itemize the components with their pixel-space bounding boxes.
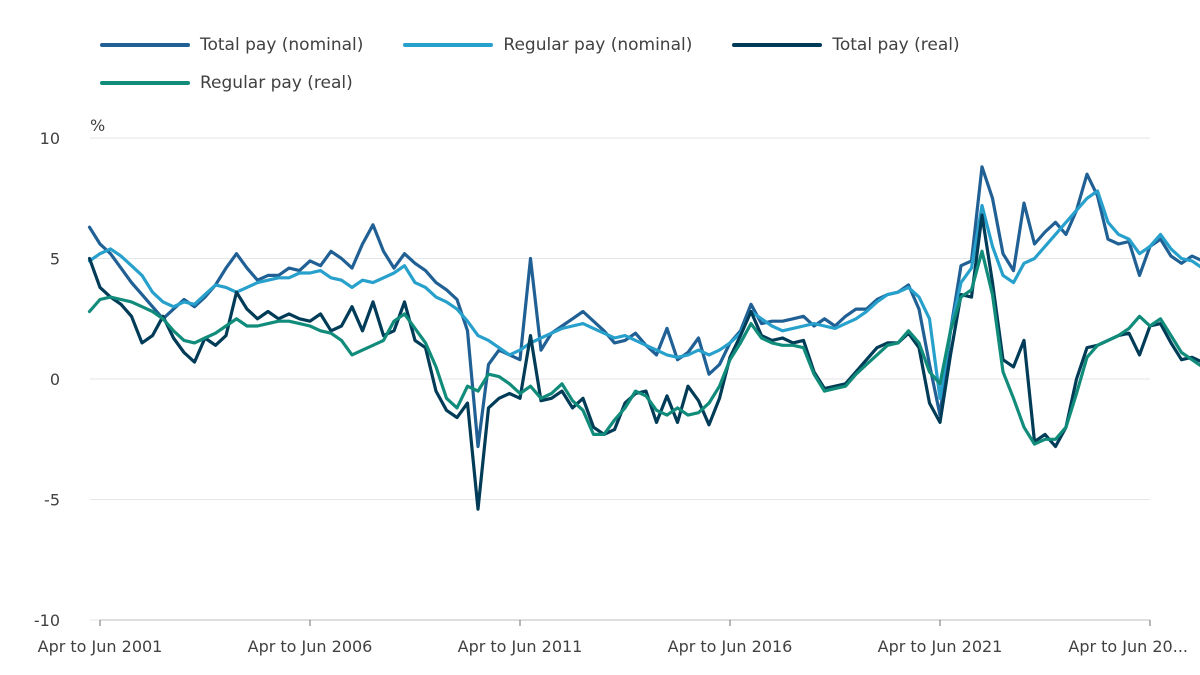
y-axis-labels: 10 5 0 -5 -10 bbox=[34, 129, 60, 630]
legend-row-1: Total pay (nominal) Regular pay (nominal… bbox=[100, 26, 1100, 64]
legend-swatch bbox=[100, 43, 190, 47]
x-tick-label: Apr to Jun 2006 bbox=[248, 637, 373, 656]
x-tick-label: Apr to Jun 2021 bbox=[878, 637, 1003, 656]
legend-row-2: Regular pay (real) bbox=[100, 64, 1100, 102]
x-tick-label: Apr to Jun 2011 bbox=[458, 637, 583, 656]
gridlines bbox=[90, 137, 1150, 621]
legend-swatch bbox=[100, 81, 190, 85]
legend-item-regular-pay-nominal[interactable]: Regular pay (nominal) bbox=[403, 35, 692, 55]
legend-swatch bbox=[403, 43, 494, 47]
x-tick-label: Apr to Jun 2001 bbox=[38, 637, 163, 656]
series-line-regular-pay-real bbox=[87, 249, 1200, 446]
series-line-total-pay-real bbox=[87, 213, 1200, 511]
legend-item-total-pay-nominal[interactable]: Total pay (nominal) bbox=[100, 35, 363, 55]
y-tick-label: 0 bbox=[50, 370, 60, 389]
y-tick-label: 10 bbox=[40, 129, 60, 148]
legend-label: Total pay (nominal) bbox=[200, 35, 364, 55]
x-tick-label: Apr to Jun 20... bbox=[1068, 637, 1188, 656]
series-lines bbox=[87, 165, 1200, 511]
legend: Total pay (nominal) Regular pay (nominal… bbox=[100, 26, 1100, 102]
series-line-total-pay-nominal bbox=[87, 165, 1200, 449]
y-tick-label: -5 bbox=[44, 491, 60, 510]
legend-item-total-pay-real[interactable]: Total pay (real) bbox=[732, 35, 960, 55]
legend-label: Regular pay (real) bbox=[200, 73, 353, 93]
series-line-regular-pay-nominal bbox=[87, 189, 1200, 400]
x-axis: Apr to Jun 2001 Apr to Jun 2006 Apr to Jun… bbox=[38, 619, 1188, 656]
legend-label: Total pay (real) bbox=[832, 35, 960, 55]
y-axis-unit-label: % bbox=[90, 116, 105, 135]
legend-item-regular-pay-real[interactable]: Regular pay (real) bbox=[100, 73, 353, 93]
legend-swatch bbox=[732, 43, 823, 47]
legend-label: Regular pay (nominal) bbox=[503, 35, 693, 55]
y-tick-label: -10 bbox=[34, 611, 60, 630]
x-tick-label: Apr to Jun 2016 bbox=[668, 637, 793, 656]
y-tick-label: 5 bbox=[50, 250, 60, 269]
